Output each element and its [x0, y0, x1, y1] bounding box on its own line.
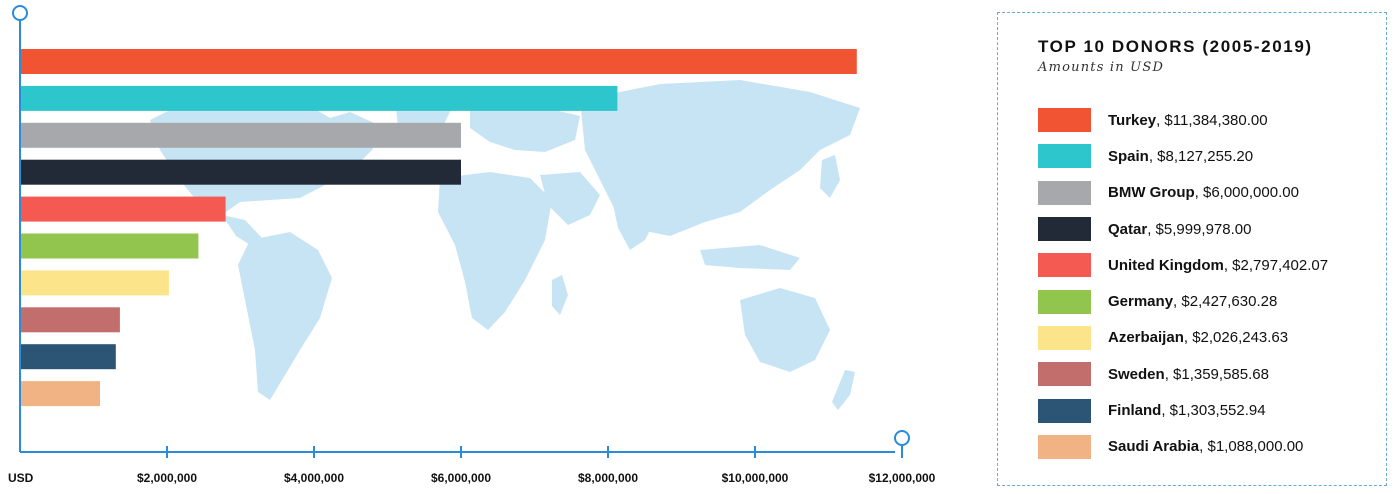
x-tick-label: $4,000,000	[284, 471, 344, 485]
bar-finland	[20, 344, 116, 370]
legend-item: Spain, $8,127,255.20	[1038, 138, 1328, 174]
legend-donor-amount: , $8,127,255.20	[1148, 147, 1254, 165]
bar-group	[20, 49, 857, 407]
legend-item: Turkey, $11,384,380.00	[1038, 102, 1328, 138]
x-axis-ticks: $2,000,000 $4,000,000 $6,000,000 $8,000,000…	[137, 446, 936, 485]
legend-donor-name: Spain	[1108, 147, 1149, 165]
legend-item: Azerbaijan, $2,026,243.63	[1038, 320, 1328, 356]
legend-swatch	[1038, 398, 1091, 423]
legend-item: Qatar, $5,999,978.00	[1038, 211, 1328, 247]
legend-swatch	[1038, 362, 1091, 387]
x-tick-label: $6,000,000	[431, 471, 491, 485]
legend-item: Germany, $2,427,630.28	[1038, 283, 1328, 319]
x-tick-label: $12,000,000	[869, 471, 936, 485]
legend-donor-amount: , $2,427,630.28	[1173, 293, 1278, 311]
legend-donor-name: Sweden	[1108, 365, 1165, 383]
x-tick-label: $2,000,000	[137, 471, 197, 485]
legend-label: Sweden, $1,359,585.68	[1108, 366, 1269, 383]
bar-germany	[20, 233, 199, 259]
bar-bmw-group	[20, 122, 461, 148]
legend-donor-amount: , $5,999,978.00	[1147, 220, 1252, 238]
legend-label: Spain, $8,127,255.20	[1108, 148, 1253, 165]
legend-swatch	[1038, 325, 1091, 350]
legend-label: BMW Group, $6,000,000.00	[1108, 184, 1299, 201]
legend-label: Finland, $1,303,552.94	[1108, 402, 1266, 419]
bar-sweden	[20, 307, 120, 333]
chart-subtitle: Amounts in USD	[1038, 60, 1165, 75]
legend-donor-amount: , $11,384,380.00	[1156, 111, 1268, 129]
legend-swatch	[1038, 217, 1091, 242]
legend-donor-name: Finland	[1108, 402, 1162, 420]
chart-title: TOP 10 DONORS (2005-2019)	[1038, 37, 1313, 56]
x-axis-end-circle	[894, 430, 910, 446]
bar-united-kingdom	[20, 196, 226, 222]
legend-donor-amount: , $6,000,000.00	[1194, 184, 1299, 202]
legend-label: Qatar, $5,999,978.00	[1108, 221, 1251, 238]
legend-label: Saudi Arabia, $1,088,000.00	[1108, 438, 1303, 455]
legend-donor-name: Turkey	[1108, 111, 1157, 129]
legend-swatch	[1038, 180, 1091, 205]
legend-donor-name: Azerbaijan	[1108, 329, 1184, 347]
legend-label: Azerbaijan, $2,026,243.63	[1108, 329, 1288, 346]
legend-donor-amount: , $2,026,243.63	[1183, 329, 1289, 347]
legend-swatch	[1038, 434, 1091, 459]
legend-donor-amount: , $1,359,585.68	[1164, 365, 1269, 383]
legend-label: Turkey, $11,384,380.00	[1108, 112, 1268, 129]
legend-swatch	[1038, 289, 1091, 314]
legend-donor-name: United Kingdom	[1108, 256, 1224, 274]
bar-spain	[20, 85, 618, 111]
legend-swatch	[1038, 108, 1091, 133]
legend-swatch	[1038, 253, 1091, 278]
legend-list: Turkey, $11,384,380.00 Spain, $8,127,255.…	[1038, 102, 1328, 465]
legend-donor-name: Saudi Arabia	[1108, 438, 1200, 456]
legend-donor-name: BMW Group	[1108, 184, 1195, 202]
y-axis-end-circle	[12, 5, 28, 21]
legend-donor-amount: , $2,797,402.07	[1223, 256, 1329, 274]
legend-panel: TOP 10 DONORS (2005-2019) Amounts in USD…	[997, 12, 1387, 486]
bar-qatar	[20, 159, 461, 185]
legend-donor-amount: , $1,088,000.00	[1199, 438, 1304, 456]
legend-item: BMW Group, $6,000,000.00	[1038, 175, 1328, 211]
legend-donor-name: Germany	[1108, 293, 1174, 311]
legend-item: Finland, $1,303,552.94	[1038, 392, 1328, 428]
bar-chart: $2,000,000 $4,000,000 $6,000,000 $8,000,000…	[8, 5, 936, 485]
bar-turkey	[20, 49, 857, 74]
legend-donor-amount: , $1,303,552.94	[1161, 402, 1266, 420]
legend-label: Germany, $2,427,630.28	[1108, 293, 1277, 310]
x-axis-label: USD	[8, 471, 34, 485]
legend-swatch	[1038, 144, 1091, 169]
legend-item: Sweden, $1,359,585.68	[1038, 356, 1328, 392]
legend-item: Saudi Arabia, $1,088,000.00	[1038, 429, 1328, 465]
legend-donor-name: Qatar	[1108, 220, 1148, 238]
x-tick-label: $8,000,000	[578, 471, 638, 485]
bar-azerbaijan	[20, 270, 169, 296]
bar-saudi-arabia	[20, 381, 100, 407]
x-tick-label: $10,000,000	[722, 471, 789, 485]
legend-label: United Kingdom, $2,797,402.07	[1108, 257, 1328, 274]
legend-item: United Kingdom, $2,797,402.07	[1038, 247, 1328, 283]
